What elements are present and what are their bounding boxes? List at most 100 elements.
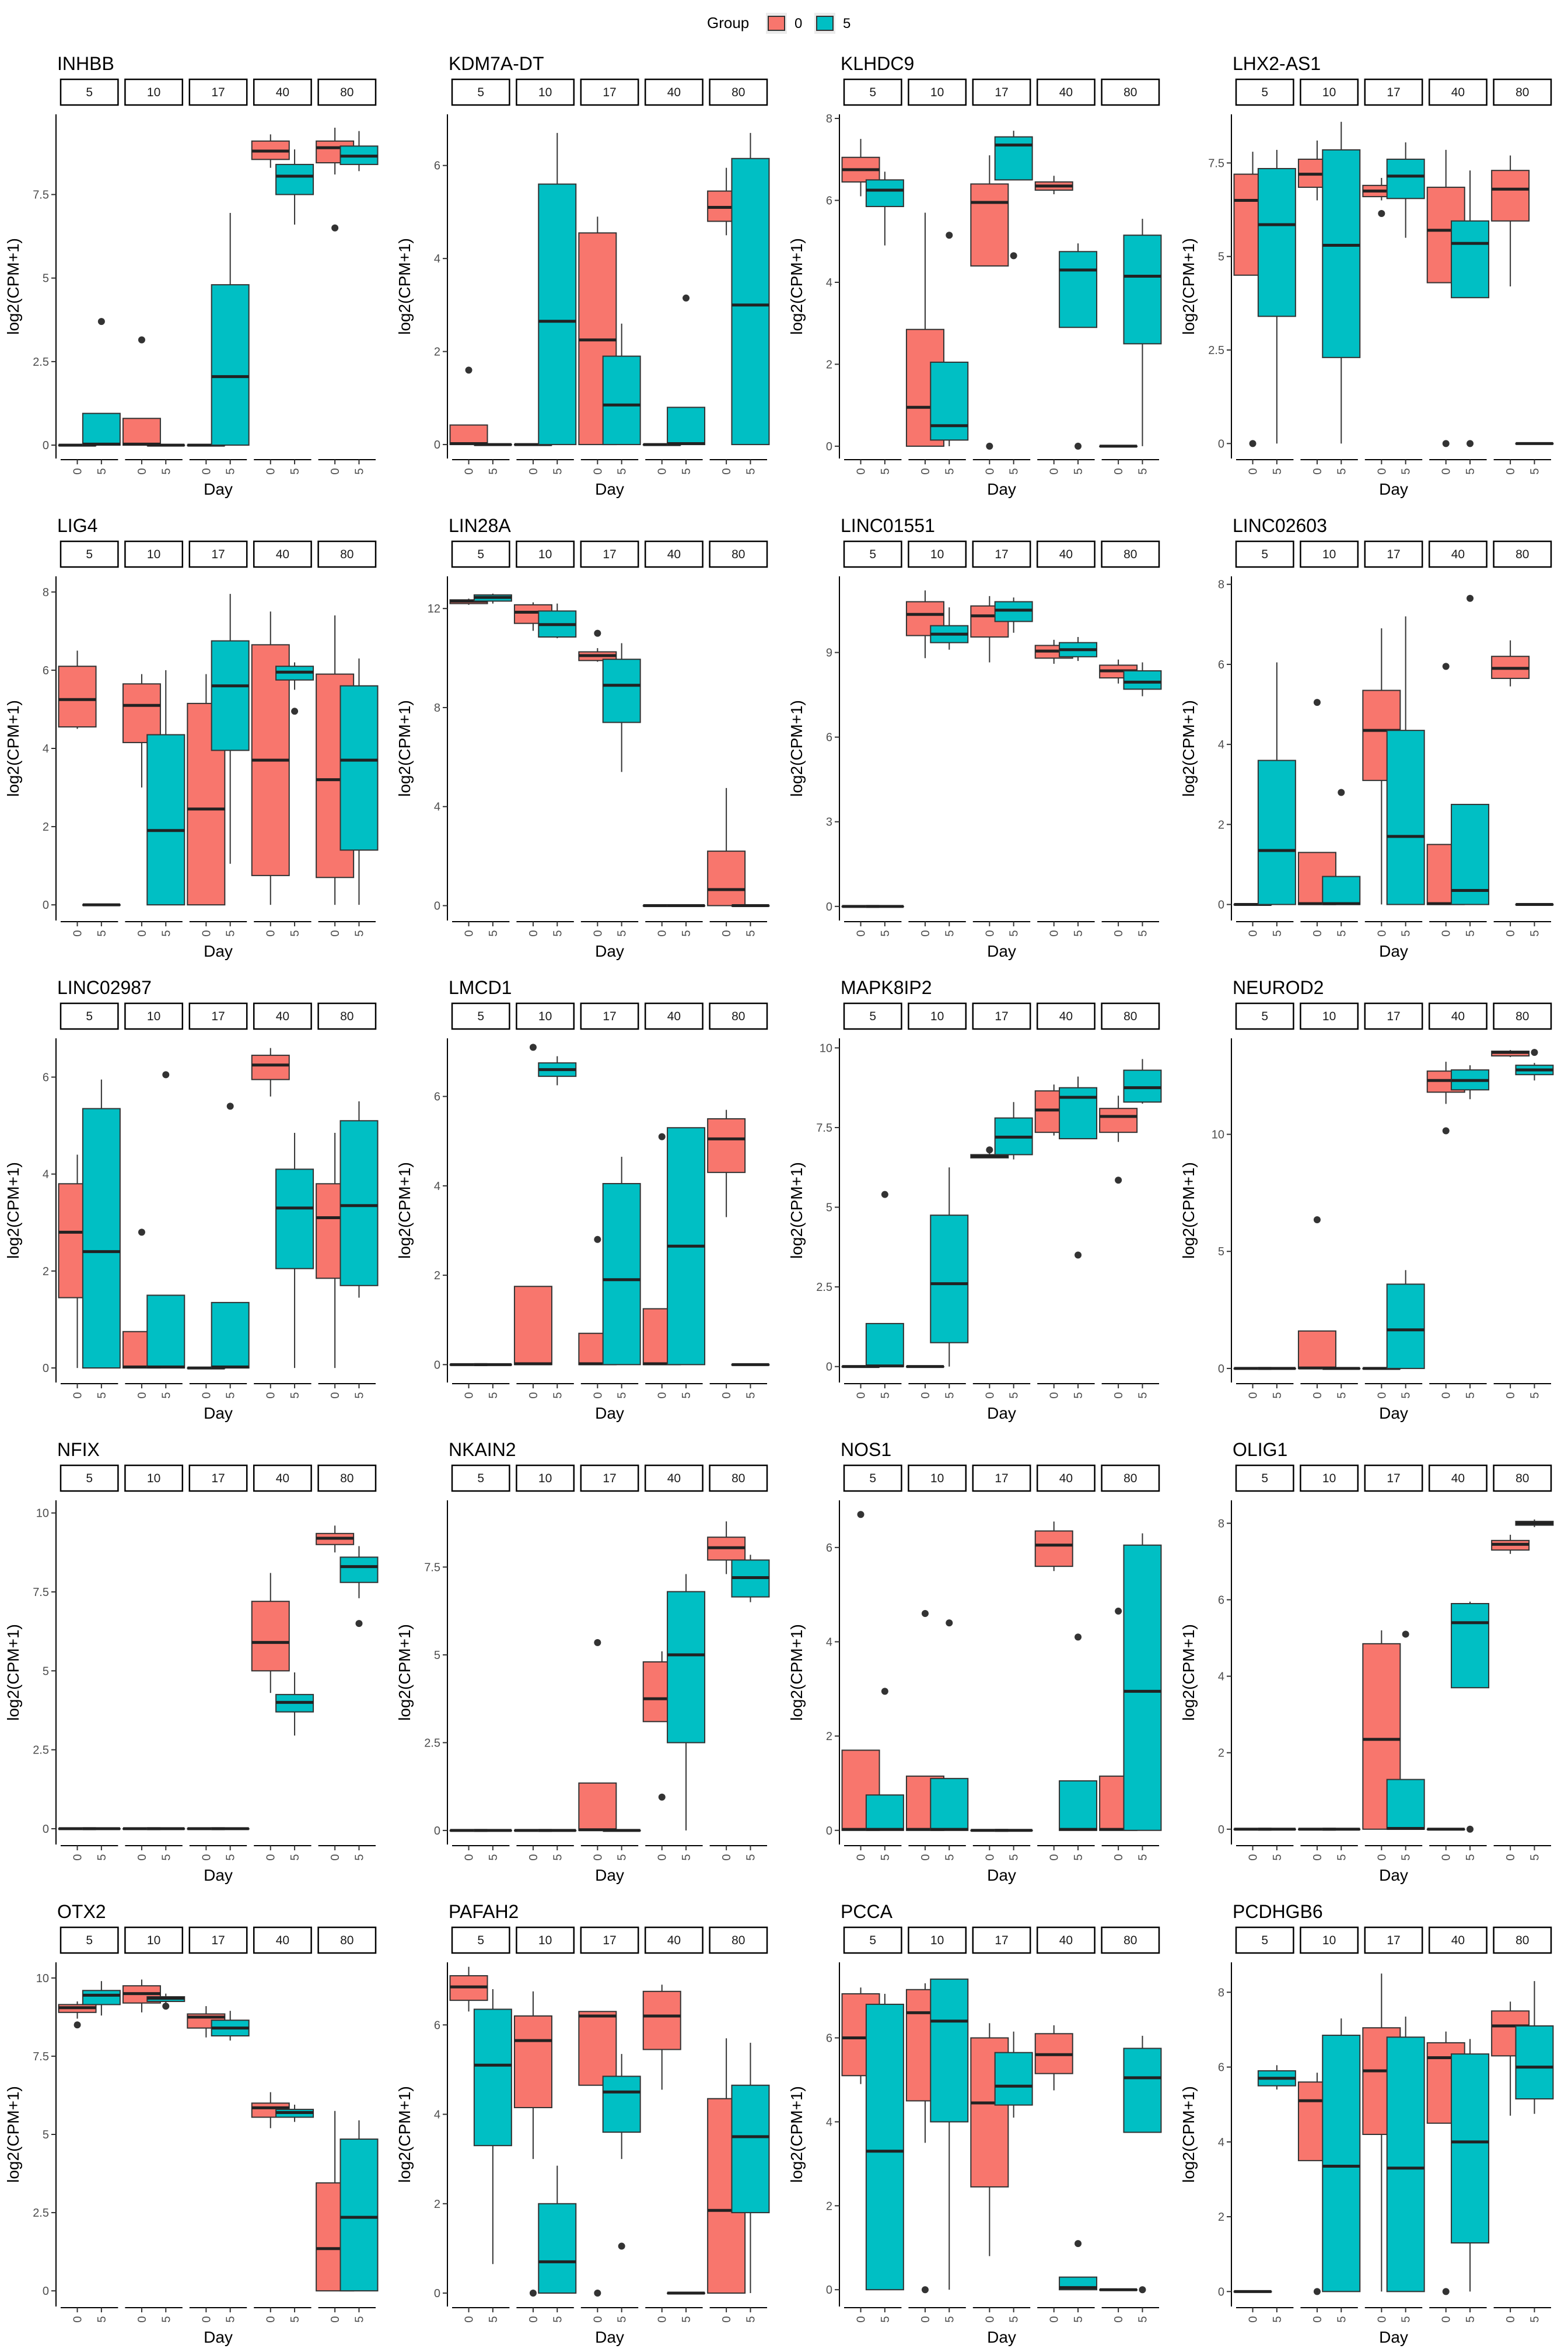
x-tick-label: 5 <box>744 2316 757 2322</box>
outlier-point <box>618 2242 625 2250</box>
y-tick-label: 6 <box>43 664 49 677</box>
facet-40: 40 0 5 <box>1034 1002 1098 1399</box>
y-axis-label: log2(CPM+1) <box>4 2086 22 2183</box>
box-body <box>251 1601 290 1672</box>
x-tick-label: 5 <box>353 2316 366 2322</box>
x-tick-label: 5 <box>1528 930 1541 936</box>
panel-title: PAFAH2 <box>449 1901 519 1922</box>
box-0 <box>707 788 746 907</box>
y-tick-label: 6 <box>1218 2062 1224 2074</box>
outlier-point <box>921 2286 929 2294</box>
facet-strip <box>124 1464 184 1492</box>
x-tick-label: 5 <box>1335 1392 1348 1398</box>
panel-title: NOS1 <box>841 1439 891 1460</box>
x-tick-label: 5 <box>744 930 757 936</box>
box-5 <box>994 131 1033 260</box>
x-axis-label: Day <box>1379 1866 1408 1884</box>
x-tick-label: 5 <box>1072 1854 1085 1860</box>
box-5 <box>1386 2016 1425 2292</box>
facet-strip <box>124 78 184 106</box>
box-body <box>865 2003 904 2291</box>
facet-10: 10 0 5 <box>1297 78 1361 475</box>
facet-strip <box>709 78 768 106</box>
box-body <box>707 1118 746 1173</box>
outlier-point <box>594 629 601 637</box>
facet-17: 170 5 <box>187 1926 250 2323</box>
facet-strip <box>1364 78 1423 106</box>
outlier-point <box>857 1511 864 1518</box>
x-tick-label: 0 <box>984 930 996 936</box>
facet-10: 10 0 5 <box>513 1926 577 2323</box>
box-body <box>1059 1780 1098 1831</box>
x-tick-label: 0 <box>919 468 932 474</box>
outlier-point <box>986 1146 993 1154</box>
facet-label: 80 <box>1124 86 1137 99</box>
box-0 <box>1491 1050 1530 1058</box>
x-axis-label: Day <box>204 2328 233 2346</box>
box-5 <box>731 132 770 446</box>
box-body <box>1322 149 1361 358</box>
x-tick-label: 0 <box>984 1854 996 1860</box>
box-body <box>146 734 186 906</box>
y-tick-label: 4 <box>1218 2136 1224 2149</box>
facet-10: 10 0 5 <box>122 1464 186 1861</box>
box-5 <box>1322 2018 1361 2292</box>
x-axis-label: Day <box>987 1404 1016 1422</box>
box-body <box>1322 876 1361 905</box>
box-body <box>602 355 641 446</box>
box-0 <box>187 674 226 906</box>
x-tick-label: 5 <box>1271 468 1284 474</box>
facet-40: 40 0 5 <box>1426 1926 1490 2323</box>
x-tick-label: 0 <box>1112 468 1125 474</box>
box-5 <box>602 323 641 446</box>
facet-label: 5 <box>86 1934 93 1947</box>
facet-strip <box>60 78 119 106</box>
y-tick-label: 6 <box>1218 1594 1224 1606</box>
outlier-point <box>1313 699 1321 706</box>
x-tick-label: 5 <box>616 2316 629 2322</box>
box-body <box>82 1108 121 1369</box>
y-tick-label: 0 <box>434 1825 440 1838</box>
outlier-point <box>658 1793 666 1801</box>
facet-strip <box>60 1926 119 1954</box>
box-0 <box>1034 1521 1073 1572</box>
facet-5: 5 0 5 <box>58 1926 121 2323</box>
x-tick-label: 0 <box>720 1392 733 1398</box>
x-tick-label: 5 <box>551 468 564 474</box>
panel-title: INHBB <box>57 53 114 74</box>
outlier-point <box>291 708 299 715</box>
box-5 <box>865 172 904 246</box>
box-0 <box>578 1639 617 1832</box>
y-tick-label: 0 <box>434 2287 440 2300</box>
facet-strip <box>1364 1002 1423 1030</box>
y-axis-label: log2(CPM+1) <box>1180 1162 1198 1259</box>
facet-strip <box>1036 1926 1096 1954</box>
x-axis-label: Day <box>595 1866 624 1884</box>
box-5 <box>731 2042 770 2294</box>
facet-strip <box>188 78 248 106</box>
y-tick-label: 8 <box>826 113 832 125</box>
x-tick-label: 0 <box>136 468 149 474</box>
x-tick-label: 0 <box>136 930 149 936</box>
y-axis-label: log2(CPM+1) <box>4 238 22 335</box>
facet-label: 40 <box>276 86 289 99</box>
box-body <box>642 1990 681 2050</box>
box-body <box>538 183 577 446</box>
facet-40: 40 0 5 <box>251 540 314 937</box>
facet-strip <box>1364 1926 1423 1954</box>
x-tick-label: 5 <box>680 930 693 936</box>
x-axis-label: Day <box>987 2328 1016 2346</box>
legend-label-0: 0 <box>794 16 802 32</box>
facet-strip <box>253 1002 312 1030</box>
facet-strip <box>188 1002 248 1030</box>
box-body <box>146 1294 186 1369</box>
box-body <box>1386 2036 1425 2292</box>
panel-title: NKAIN2 <box>449 1439 516 1460</box>
y-tick-label: 0 <box>1218 1824 1224 1836</box>
y-tick-label: 8 <box>1218 579 1224 592</box>
y-tick-label: 0 <box>1218 1363 1224 1376</box>
box-body <box>707 850 746 907</box>
y-tick-label: 0 <box>826 1825 832 1838</box>
